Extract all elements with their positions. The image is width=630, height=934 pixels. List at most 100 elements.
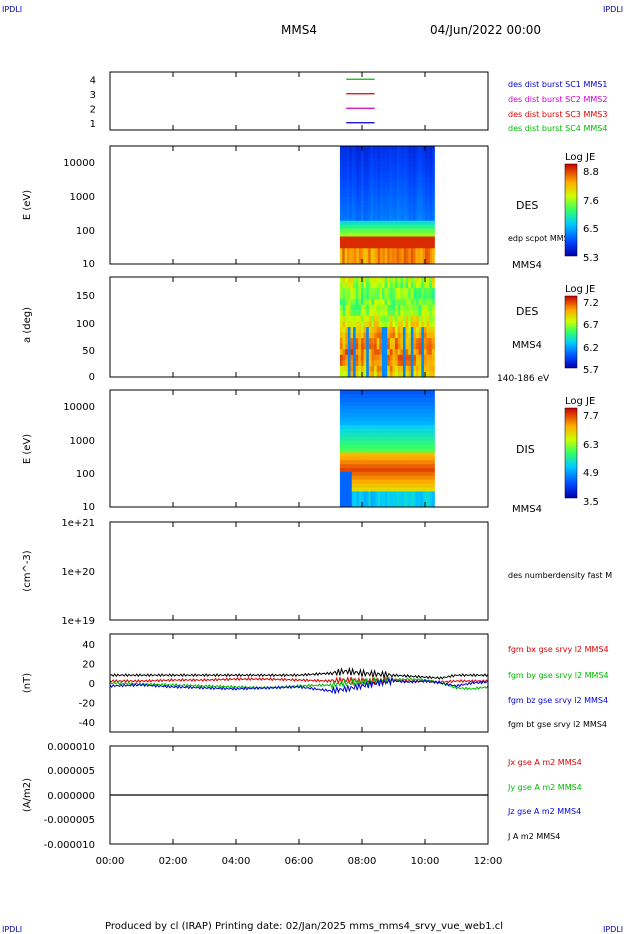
spectrogram-cell: [415, 429, 419, 434]
spectrogram-cell: [384, 393, 388, 399]
spectrogram-cell: [420, 460, 424, 465]
spectrogram-cell: [384, 405, 388, 410]
spectrogram-cell: [391, 456, 395, 461]
spectrogram-cell: [399, 491, 402, 496]
spectrogram-cell: [370, 177, 374, 182]
spectrogram-cell: [368, 256, 372, 261]
spectrogram-cell: [396, 149, 400, 155]
spectrogram-cell: [353, 371, 357, 378]
spectrogram-cell: [342, 452, 346, 457]
spectrogram-cell: [431, 360, 435, 367]
spectrogram-cell: [387, 304, 391, 311]
spectrogram-cell: [384, 338, 388, 345]
spectrogram-cell: [384, 491, 388, 496]
spectrogram-cell: [403, 228, 407, 233]
spectrogram-cell: [408, 436, 412, 442]
spectrogram-cell: [365, 397, 369, 403]
spectrogram-cell: [387, 491, 390, 496]
spectrogram-cell: [373, 483, 376, 488]
spectrogram-cell: [432, 185, 435, 190]
spectrogram-cell: [363, 432, 367, 438]
spectrogram-cell: [377, 189, 381, 194]
spectrogram-cell: [353, 338, 357, 345]
spectrogram-cell: [394, 390, 398, 395]
spectrogram-cell: [342, 197, 346, 202]
spectrogram-cell: [373, 475, 376, 481]
spectrogram-cell: [389, 448, 393, 453]
spectrogram-cell: [354, 173, 357, 178]
spectrogram-cell: [399, 173, 402, 178]
spectrogram-cell: [408, 205, 412, 210]
spectrogram-cell: [344, 177, 348, 182]
spectrogram-cell: [413, 149, 416, 155]
spectrogram-cell: [420, 487, 424, 492]
spectrogram-cell: [387, 240, 390, 245]
spectrogram-cell: [375, 185, 379, 190]
spectrogram-cell: [349, 220, 353, 226]
corner-label-br: IPDLI: [603, 925, 623, 934]
spectrogram-cell: [339, 173, 343, 178]
spectrogram-cell: [342, 153, 346, 159]
spectrogram-cell: [349, 483, 353, 488]
spectrogram-cell: [396, 256, 400, 261]
spectrogram-cell: [427, 390, 431, 395]
spectrogram-cell: [361, 169, 364, 174]
spectrogram-cell: [431, 315, 435, 322]
spectrogram-cell: [387, 495, 390, 500]
spectrogram-cell: [432, 397, 435, 403]
spectrogram-cell: [421, 293, 425, 300]
spectrogram-cell: [422, 452, 426, 457]
spectrogram-cell: [423, 365, 427, 372]
spectrogram-cell: [370, 479, 374, 484]
spectrogram-cell: [405, 332, 409, 339]
spectrogram-cell: [379, 304, 383, 311]
spectrogram-cell: [356, 232, 360, 237]
spectrogram-cell: [413, 365, 417, 372]
spectrogram-cell: [358, 293, 362, 300]
spectrogram-cell: [429, 483, 433, 488]
spectrogram-cell: [380, 244, 383, 249]
spectrogram-cell: [420, 240, 424, 245]
spectrogram-cell: [370, 181, 374, 186]
spectrogram-cell: [427, 471, 431, 477]
spectrogram-cell: [399, 409, 402, 414]
spectrogram-cell: [403, 432, 407, 438]
spectrogram-cell: [389, 354, 393, 361]
spectrogram-cell: [377, 390, 381, 395]
spectrogram-cell: [389, 332, 393, 339]
spectrogram-cell: [375, 425, 379, 430]
spectrogram-cell: [347, 212, 350, 218]
spectrogram-cell: [391, 448, 395, 453]
spectrogram-cell: [339, 288, 343, 295]
spectrogram-cell: [358, 409, 362, 414]
spectrogram-cell: [339, 429, 343, 434]
spectrogram-cell: [356, 201, 360, 206]
spectrogram-cell: [399, 146, 402, 151]
spectrogram-cell: [370, 456, 374, 461]
spectrogram-cell: [345, 349, 349, 356]
spectrogram-cell: [406, 248, 409, 253]
spectrogram-cell: [400, 288, 404, 295]
spectrogram-cell: [416, 277, 420, 283]
spectrogram-cell: [417, 405, 421, 410]
spectrogram-cell: [344, 483, 348, 488]
spectrogram-cell: [368, 464, 372, 469]
spectrogram-cell: [377, 177, 381, 182]
spectrogram-cell: [365, 177, 369, 182]
spectrogram-cell: [361, 149, 364, 155]
spectrogram-cell: [358, 236, 362, 241]
spectrogram-cell: [417, 228, 421, 233]
spectrogram-cell: [358, 460, 362, 465]
spectrogram-cell: [363, 208, 367, 214]
legend-jz: Jz gse A m2 MMS4: [507, 807, 581, 816]
colorbar3-title: Log JE: [565, 396, 595, 407]
spectrogram-cell: [421, 299, 425, 306]
spectrogram-cell: [432, 232, 435, 237]
spectrogram-cell: [403, 146, 407, 151]
spectrogram-cell: [339, 471, 343, 477]
spectrogram-cell: [349, 256, 353, 261]
spectrogram-cell: [425, 405, 428, 410]
spectrogram-cell: [363, 220, 367, 226]
spectrogram-cell: [427, 440, 431, 445]
